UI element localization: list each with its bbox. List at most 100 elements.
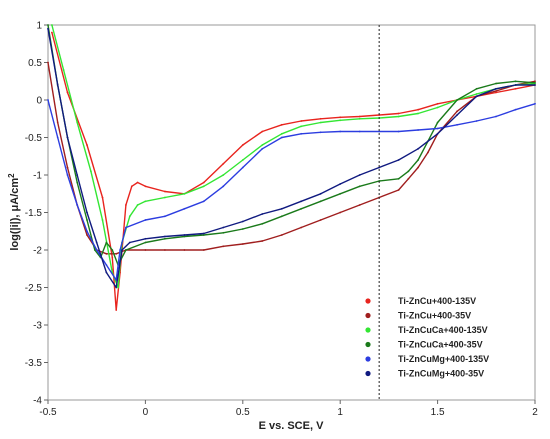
data-point bbox=[115, 286, 118, 289]
data-point bbox=[241, 243, 244, 245]
y-axis-title: log(|i|), μA/cm2 bbox=[7, 173, 21, 251]
data-point bbox=[183, 234, 186, 236]
legend-label: Ti-ZnCu+400-135V bbox=[398, 296, 476, 306]
data-point bbox=[241, 144, 244, 146]
data-point bbox=[105, 271, 108, 274]
legend-label: Ti-ZnCu+400-35V bbox=[398, 311, 471, 321]
data-point bbox=[261, 130, 264, 133]
data-point bbox=[495, 115, 497, 118]
data-point bbox=[105, 264, 108, 266]
data-point bbox=[475, 93, 478, 95]
data-point bbox=[66, 91, 69, 94]
data-point bbox=[436, 132, 439, 135]
data-point bbox=[319, 117, 322, 120]
data-point bbox=[495, 82, 497, 85]
data-point bbox=[128, 241, 131, 244]
data-point bbox=[90, 170, 92, 173]
data-point bbox=[86, 234, 88, 236]
data-point bbox=[56, 84, 59, 86]
data-point bbox=[164, 249, 166, 251]
data-point bbox=[495, 87, 497, 90]
data-point bbox=[202, 185, 205, 188]
data-point bbox=[47, 99, 49, 101]
data-point bbox=[136, 181, 139, 184]
data-point bbox=[125, 226, 127, 229]
data-point bbox=[280, 136, 283, 139]
data-point bbox=[358, 204, 361, 206]
data-point bbox=[534, 80, 536, 83]
data-point bbox=[105, 241, 108, 244]
x-axis-ticks: -0.5 0 0.5 1 1.5 2 bbox=[39, 400, 538, 418]
data-point bbox=[86, 230, 88, 233]
data-point bbox=[202, 200, 205, 203]
data-point bbox=[51, 31, 53, 34]
data-point bbox=[417, 166, 419, 169]
data-point bbox=[144, 237, 147, 240]
data-point bbox=[358, 130, 361, 133]
data-point bbox=[115, 309, 118, 311]
legend: Ti-ZnCu+400-135V Ti-ZnCu+400-35V Ti-ZnCuCa… bbox=[365, 296, 489, 379]
data-point bbox=[125, 204, 127, 206]
data-point bbox=[397, 112, 400, 115]
data-point bbox=[514, 80, 517, 83]
data-point bbox=[222, 245, 225, 248]
data-point bbox=[514, 84, 517, 86]
data-point bbox=[183, 192, 186, 195]
x-tick-label: 0 bbox=[143, 407, 149, 418]
data-point bbox=[164, 190, 166, 193]
data-point bbox=[319, 200, 322, 203]
y-tick-label: -3.5 bbox=[25, 358, 43, 369]
data-point bbox=[66, 166, 69, 169]
y-tick-label: -3 bbox=[33, 321, 42, 332]
data-point bbox=[417, 147, 419, 150]
data-point bbox=[456, 110, 458, 113]
data-point bbox=[407, 170, 410, 173]
x-tick-label: 2 bbox=[532, 407, 538, 418]
data-point bbox=[261, 144, 264, 146]
legend-marker bbox=[365, 327, 371, 333]
data-point bbox=[183, 249, 186, 251]
series-line-4 bbox=[47, 24, 536, 266]
data-point bbox=[300, 125, 303, 128]
data-point bbox=[241, 166, 244, 169]
data-point bbox=[427, 151, 429, 154]
data-point bbox=[66, 136, 69, 139]
data-point bbox=[202, 232, 205, 235]
data-point bbox=[93, 249, 96, 251]
data-point bbox=[456, 114, 458, 116]
data-point bbox=[300, 120, 303, 122]
data-point bbox=[261, 240, 264, 242]
data-point bbox=[280, 123, 283, 126]
data-point bbox=[86, 211, 88, 214]
data-point bbox=[436, 121, 439, 124]
data-point bbox=[339, 211, 342, 214]
y-tick-label: -2 bbox=[33, 246, 42, 257]
data-point bbox=[280, 132, 283, 135]
legend-label: Ti-ZnCuMg+400-35V bbox=[398, 369, 484, 379]
data-point bbox=[222, 231, 225, 234]
data-point bbox=[241, 228, 244, 230]
legend-marker bbox=[365, 356, 371, 362]
data-point bbox=[397, 189, 400, 191]
y-tick-label: 0 bbox=[36, 96, 42, 107]
data-point bbox=[339, 130, 342, 133]
data-point bbox=[407, 177, 410, 180]
y-axis-title-sup: 2 bbox=[7, 173, 16, 178]
data-point bbox=[358, 185, 361, 188]
y-axis-ticks: -4 -3.5 -3 -2.5 -2 -1.5 -1 -0.5 0 0.5 1 bbox=[25, 21, 48, 407]
data-point bbox=[358, 117, 361, 120]
data-point bbox=[144, 241, 147, 244]
data-point bbox=[514, 87, 517, 90]
data-point bbox=[101, 219, 104, 221]
data-point bbox=[86, 219, 88, 221]
data-point bbox=[164, 237, 166, 240]
data-point bbox=[121, 249, 123, 251]
data-point bbox=[436, 127, 439, 130]
x-tick-label: 1.5 bbox=[431, 407, 445, 418]
data-point bbox=[241, 220, 244, 223]
legend-label: Ti-ZnCuMg+400-135V bbox=[398, 354, 489, 364]
data-point bbox=[76, 121, 79, 124]
data-point bbox=[319, 121, 322, 124]
data-point bbox=[144, 249, 147, 251]
